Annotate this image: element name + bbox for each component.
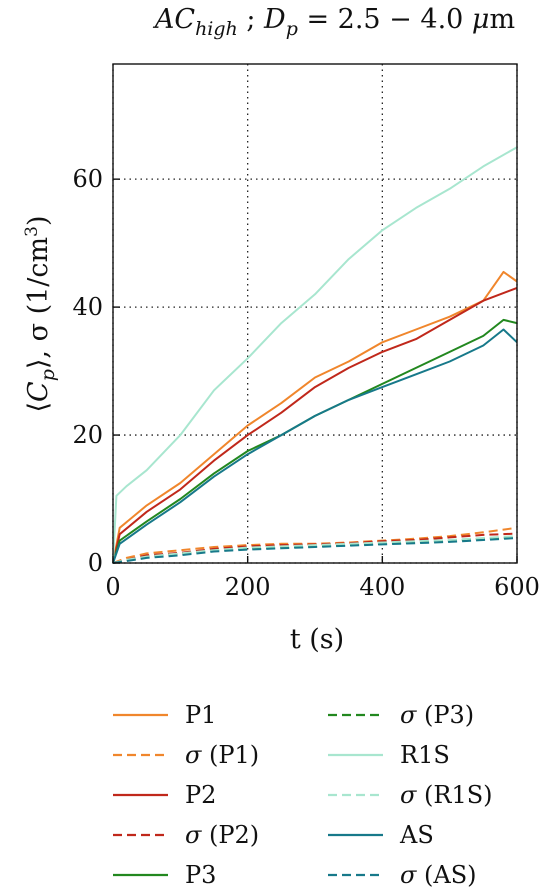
legend-label: R1S <box>400 741 450 769</box>
series-line-9 <box>112 537 518 564</box>
x-tick-label: 0 <box>105 573 120 601</box>
y-tick-label: 40 <box>72 293 103 321</box>
legend-label: σ (P2) <box>185 821 259 849</box>
legend-label: AS <box>399 821 434 849</box>
y-tick-label: 60 <box>72 165 103 193</box>
x-tick-label: 600 <box>494 573 540 601</box>
y-tick-label: 0 <box>88 549 103 577</box>
series-line-2 <box>112 286 518 564</box>
y-tick-label: 20 <box>72 421 103 449</box>
series-line-3 <box>112 532 518 564</box>
plot-lines <box>112 146 518 564</box>
legend: P1 σ (P1) P2 σ (P2) P3 σ (P3) R1S σ (R1S) AS σ (A… <box>113 701 493 889</box>
legend-label: P2 <box>185 781 216 809</box>
y-axis-label: ⟨Cp⟩, σ (1/cm3) <box>22 215 59 412</box>
axis-ticks: 0 200 400 600 0 20 40 60 <box>72 165 539 601</box>
x-tick-label: 400 <box>359 573 405 601</box>
legend-label: σ (P3) <box>400 701 474 729</box>
series-line-7 <box>112 535 518 564</box>
legend-label: P1 <box>185 701 216 729</box>
series-line-6 <box>112 146 518 564</box>
plot-frame <box>112 63 518 564</box>
legend-label: σ (R1S) <box>400 781 493 809</box>
series-line-8 <box>112 328 518 564</box>
legend-label: σ (AS) <box>400 861 477 889</box>
legend-label: P3 <box>185 861 216 889</box>
x-tick-label: 200 <box>225 573 271 601</box>
legend-label: σ (P1) <box>185 741 259 769</box>
chart-title: AChigh ; Dp = 2.5 − 4.0 μm <box>152 4 515 40</box>
x-axis-label: t (s) <box>290 624 344 655</box>
